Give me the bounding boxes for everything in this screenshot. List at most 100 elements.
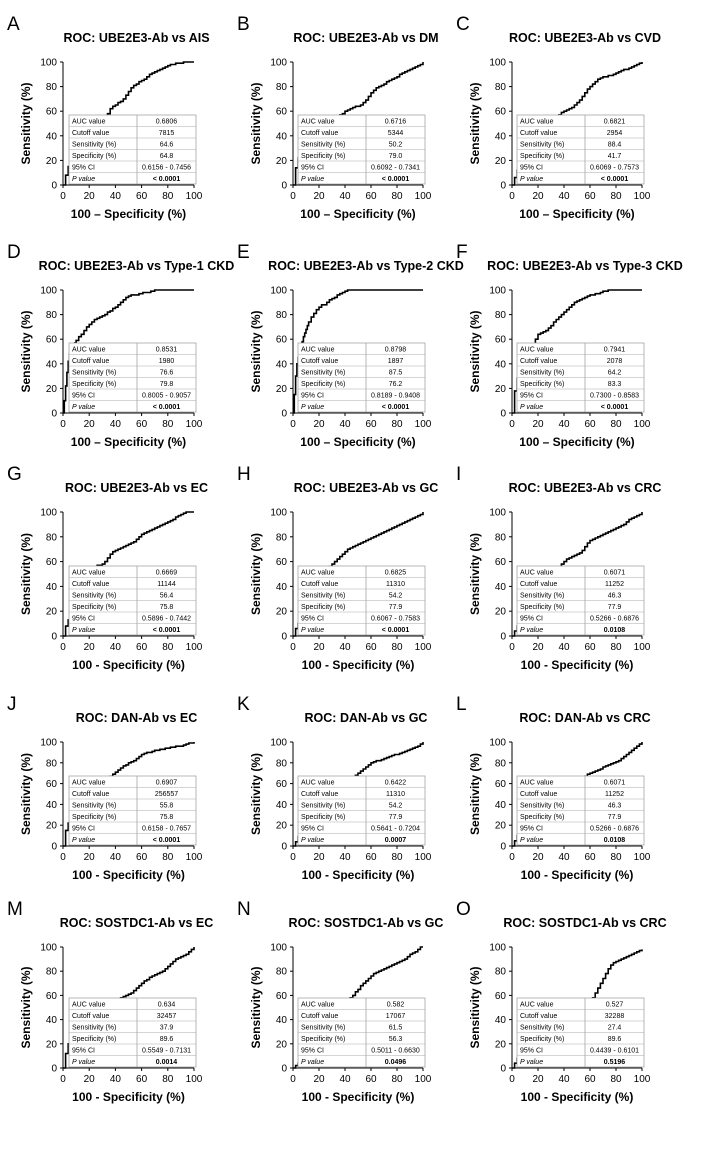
- stats-value: 0.6716: [385, 119, 407, 126]
- stats-label: Sensitivity (%): [72, 803, 116, 810]
- y-tick-label: 80: [495, 967, 507, 978]
- x-tick-label: 80: [391, 191, 403, 202]
- x-tick-label: 80: [391, 419, 403, 430]
- y-tick-label: 0: [500, 409, 506, 420]
- stats-label: Specificity (%): [301, 153, 345, 160]
- chart-title: ROC: DAN-Ab vs EC: [76, 711, 198, 725]
- x-tick-label: 20: [313, 1074, 325, 1085]
- stats-label: Specificity (%): [520, 381, 564, 388]
- y-tick-label: 0: [500, 632, 506, 643]
- y-tick-label: 0: [51, 842, 57, 853]
- y-tick-label: 40: [276, 1015, 288, 1026]
- stats-value: 77.9: [389, 814, 403, 821]
- stats-value: 0.6158 - 0.7657: [142, 826, 191, 833]
- stats-label: AUC value: [72, 1002, 106, 1009]
- x-tick-label: 40: [558, 419, 570, 430]
- stats-value: 0.5641 - 0.7204: [371, 826, 420, 833]
- y-tick-label: 20: [276, 156, 288, 167]
- stats-value: 0.5011 - 0.6630: [371, 1048, 420, 1055]
- y-tick-label: 80: [495, 82, 507, 93]
- stats-label: 95% CI: [72, 1048, 95, 1055]
- stats-value: 2078: [607, 358, 623, 365]
- panel-letter: A: [7, 14, 20, 35]
- x-tick-label: 100: [634, 852, 651, 863]
- stats-value: 83.3: [608, 381, 622, 388]
- stats-value: 37.9: [160, 1025, 174, 1032]
- stats-label: Sensitivity (%): [301, 142, 345, 149]
- stats-label: P value: [301, 176, 324, 183]
- panel-letter: F: [456, 242, 468, 263]
- y-tick-label: 100: [270, 286, 287, 297]
- stats-value: 32457: [157, 1013, 177, 1020]
- x-tick-label: 80: [162, 1074, 174, 1085]
- stats-value: 0.7300 - 0.8583: [590, 393, 639, 400]
- y-axis-label: Sensitivity (%): [249, 310, 263, 392]
- panel-c: C ROC: UBE2E3-Ab vs CVD 0 20 40 60 80 100 0 20 40 6…: [456, 14, 661, 221]
- stats-table: AUC value 0.6716 Cutoff value 5344 Sensitivi…: [297, 114, 426, 185]
- y-tick-label: 20: [495, 1039, 507, 1050]
- y-tick-label: 0: [51, 409, 57, 420]
- stats-label: Sensitivity (%): [72, 142, 116, 149]
- stats-label: Cutoff value: [72, 130, 109, 137]
- stats-label: AUC value: [72, 119, 106, 126]
- panel-a: A ROC: UBE2E3-Ab vs AIS 0 20 40 60 80 100 0 20 40 6…: [7, 14, 210, 221]
- y-tick-label: 60: [276, 557, 288, 568]
- y-tick-label: 80: [495, 532, 507, 543]
- y-axis-label: Sensitivity (%): [468, 966, 482, 1048]
- panel-letter: N: [237, 899, 251, 920]
- stats-table: AUC value 0.6669 Cutoff value 11144 Sensitiv…: [68, 565, 197, 636]
- x-tick-label: 20: [84, 419, 96, 430]
- x-tick-label: 0: [290, 852, 296, 863]
- x-tick-label: 0: [290, 642, 296, 653]
- x-tick-label: 20: [532, 191, 544, 202]
- y-tick-label: 60: [495, 991, 507, 1002]
- stats-value: 0.6825: [385, 570, 407, 577]
- y-tick-label: 60: [276, 991, 288, 1002]
- y-tick-label: 60: [46, 779, 58, 790]
- x-tick-label: 40: [110, 642, 122, 653]
- stats-value: 11310: [386, 581, 405, 588]
- x-tick-label: 20: [84, 642, 96, 653]
- x-tick-label: 60: [584, 852, 596, 863]
- y-axis-label: Sensitivity (%): [249, 753, 263, 835]
- y-tick-label: 60: [276, 779, 288, 790]
- stats-label: Cutoff value: [72, 358, 109, 365]
- y-tick-label: 40: [46, 800, 58, 811]
- stats-value: 0.634: [158, 1002, 176, 1009]
- stats-label: Cutoff value: [72, 1013, 109, 1020]
- x-tick-label: 80: [610, 852, 622, 863]
- stats-label: Cutoff value: [301, 581, 338, 588]
- y-tick-label: 0: [500, 842, 506, 853]
- y-tick-label: 80: [276, 758, 288, 769]
- x-tick-label: 40: [110, 852, 122, 863]
- stats-label: AUC value: [301, 780, 335, 787]
- stats-value: 0.6806: [156, 119, 178, 126]
- chart-title: ROC: UBE2E3-Ab vs EC: [65, 481, 208, 495]
- x-tick-label: 100: [186, 419, 203, 430]
- stats-value: 0.5266 - 0.6876: [590, 616, 639, 623]
- y-tick-label: 0: [281, 1064, 287, 1075]
- stats-value: 76.6: [160, 370, 174, 377]
- x-tick-label: 60: [136, 419, 148, 430]
- panel-letter: O: [456, 899, 471, 920]
- x-tick-label: 80: [610, 1074, 622, 1085]
- stats-value: 256557: [155, 791, 178, 798]
- panel-o: O ROC: SOSTDC1-Ab vs CRC 0 20 40 60 80 100 0 20 40…: [456, 899, 667, 1104]
- y-tick-label: 80: [46, 310, 58, 321]
- x-tick-label: 60: [365, 642, 377, 653]
- stats-label: P value: [72, 627, 95, 634]
- y-tick-label: 100: [489, 508, 506, 519]
- x-tick-label: 20: [532, 1074, 544, 1085]
- stats-label: P value: [520, 404, 543, 411]
- stats-label: Sensitivity (%): [301, 593, 345, 600]
- stats-label: P value: [72, 176, 95, 183]
- y-tick-label: 40: [276, 582, 288, 593]
- y-tick-label: 60: [276, 107, 288, 118]
- y-tick-label: 20: [46, 1039, 58, 1050]
- y-tick-label: 80: [495, 758, 507, 769]
- panel-letter: D: [7, 242, 21, 263]
- x-tick-label: 20: [84, 852, 96, 863]
- x-tick-label: 60: [584, 419, 596, 430]
- stats-label: 95% CI: [301, 1048, 324, 1055]
- chart-title: ROC: UBE2E3-Ab vs GC: [294, 481, 438, 495]
